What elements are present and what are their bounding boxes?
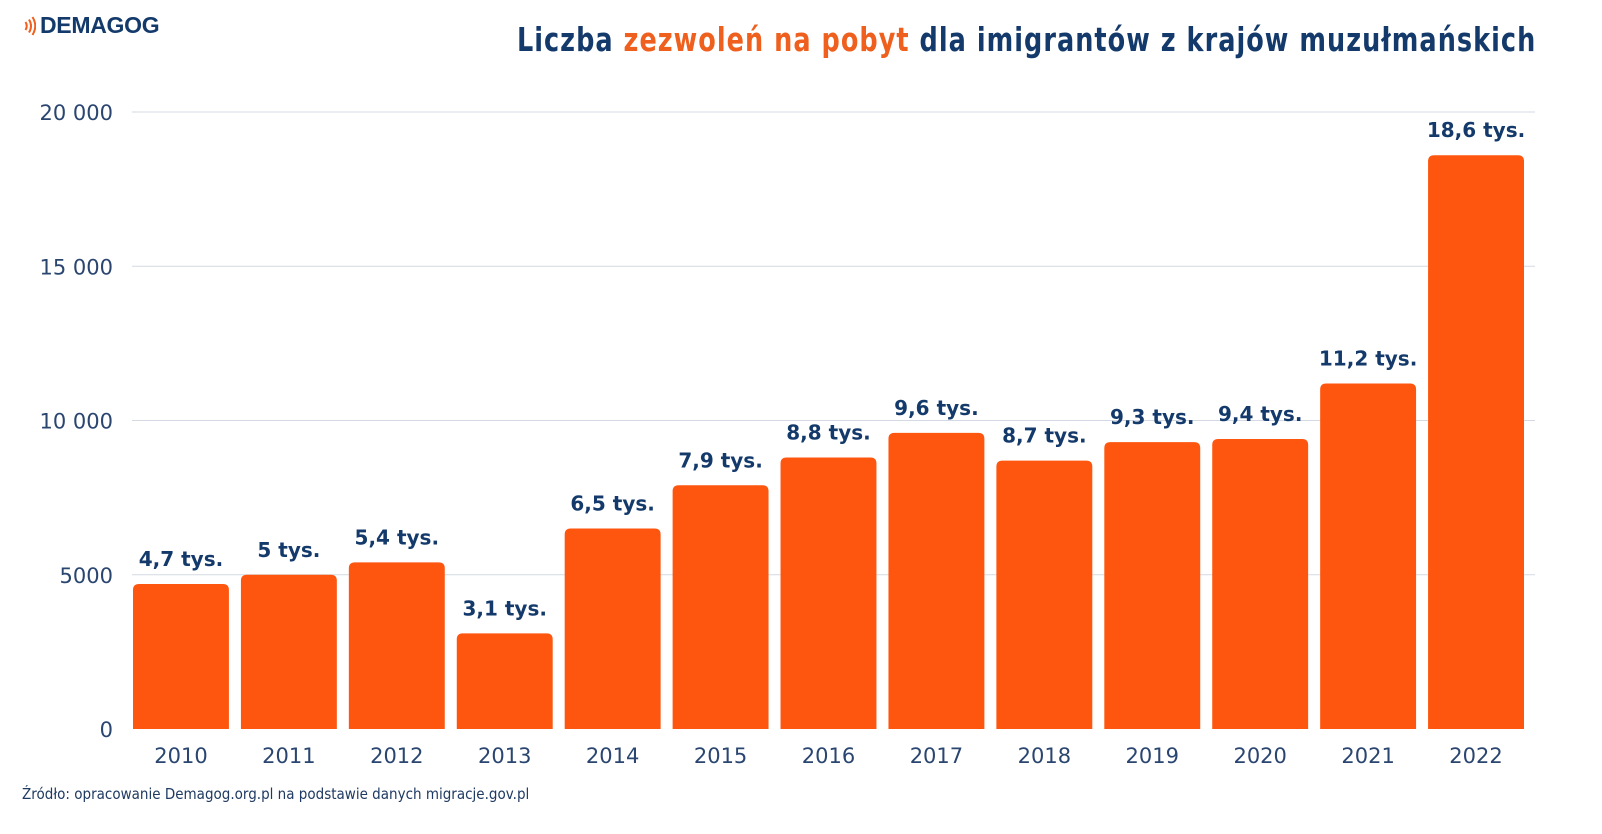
bar-2017 bbox=[888, 432, 985, 729]
x-tick-label: 2018 bbox=[1018, 744, 1071, 768]
chart-title: Liczba zezwoleń na pobyt dla imigrantów … bbox=[517, 20, 1536, 59]
data-label: 9,3 tys. bbox=[1110, 405, 1195, 429]
x-tick-label: 2013 bbox=[478, 744, 531, 768]
y-tick-label: 15 000 bbox=[40, 255, 113, 279]
x-tick-label: 2016 bbox=[802, 744, 855, 768]
x-tick-label: 2014 bbox=[586, 744, 639, 768]
bar-2019 bbox=[1104, 442, 1201, 729]
data-labels: 4,7 tys. 5 tys. 5,4 tys. 3,1 tys. 6,5 tys. 7,… bbox=[139, 118, 1526, 620]
x-axis-tick-labels: 2010 2011 2012 2013 2014 2015 2016 2017 2018 2019… bbox=[154, 744, 1503, 768]
title-part-3: dla imigrantów z krajów muzułmańskich bbox=[909, 20, 1536, 59]
x-tick-label: 2022 bbox=[1449, 744, 1502, 768]
x-tick-label: 2011 bbox=[262, 744, 315, 768]
title-highlight: zezwoleń na pobyt bbox=[623, 20, 910, 59]
bar-2020 bbox=[1212, 439, 1309, 729]
data-label: 11,2 tys. bbox=[1319, 346, 1417, 370]
x-tick-label: 2010 bbox=[154, 744, 207, 768]
x-tick-label: 2020 bbox=[1233, 744, 1286, 768]
y-axis-tick-labels: 0 5000 10 000 15 000 20 000 bbox=[40, 101, 113, 742]
bar-2014 bbox=[564, 528, 661, 729]
data-label: 7,9 tys. bbox=[678, 448, 763, 472]
bar-2013 bbox=[456, 633, 553, 729]
x-tick-label: 2021 bbox=[1341, 744, 1394, 768]
data-label: 8,7 tys. bbox=[1002, 424, 1087, 448]
data-label: 18,6 tys. bbox=[1427, 118, 1525, 142]
sound-waves-icon bbox=[24, 15, 36, 36]
x-tick-label: 2019 bbox=[1126, 744, 1179, 768]
data-label: 5,4 tys. bbox=[355, 525, 440, 549]
data-label: 4,7 tys. bbox=[139, 547, 224, 571]
x-tick-label: 2012 bbox=[370, 744, 423, 768]
x-tick-label: 2015 bbox=[694, 744, 747, 768]
y-tick-label: 0 bbox=[100, 718, 113, 742]
bar-2022 bbox=[1428, 155, 1524, 729]
bar-2010 bbox=[133, 584, 229, 729]
data-label: 8,8 tys. bbox=[786, 421, 871, 445]
bar-2018 bbox=[996, 460, 1093, 729]
data-label: 9,6 tys. bbox=[894, 396, 979, 420]
y-tick-label: 10 000 bbox=[40, 410, 113, 434]
bar-2015 bbox=[672, 485, 769, 729]
title-part-1: Liczba bbox=[516, 20, 624, 59]
logo-text: DEMAGOG bbox=[40, 12, 160, 38]
bars bbox=[133, 155, 1524, 729]
data-label: 9,4 tys. bbox=[1218, 402, 1303, 426]
data-label: 5 tys. bbox=[257, 538, 320, 562]
bar-2021 bbox=[1320, 383, 1417, 729]
x-tick-label: 2017 bbox=[910, 744, 963, 768]
y-tick-label: 20 000 bbox=[40, 101, 113, 125]
y-tick-label: 5000 bbox=[60, 564, 113, 588]
demagog-logo: DEMAGOG bbox=[24, 12, 160, 39]
bar-2011 bbox=[240, 574, 337, 729]
data-label: 6,5 tys. bbox=[570, 491, 655, 515]
data-label: 3,1 tys. bbox=[462, 596, 547, 620]
bar-2016 bbox=[780, 457, 877, 729]
source-note: Źródło: opracowanie Demagog.org.pl na po… bbox=[22, 785, 530, 803]
bar-2012 bbox=[348, 562, 445, 729]
